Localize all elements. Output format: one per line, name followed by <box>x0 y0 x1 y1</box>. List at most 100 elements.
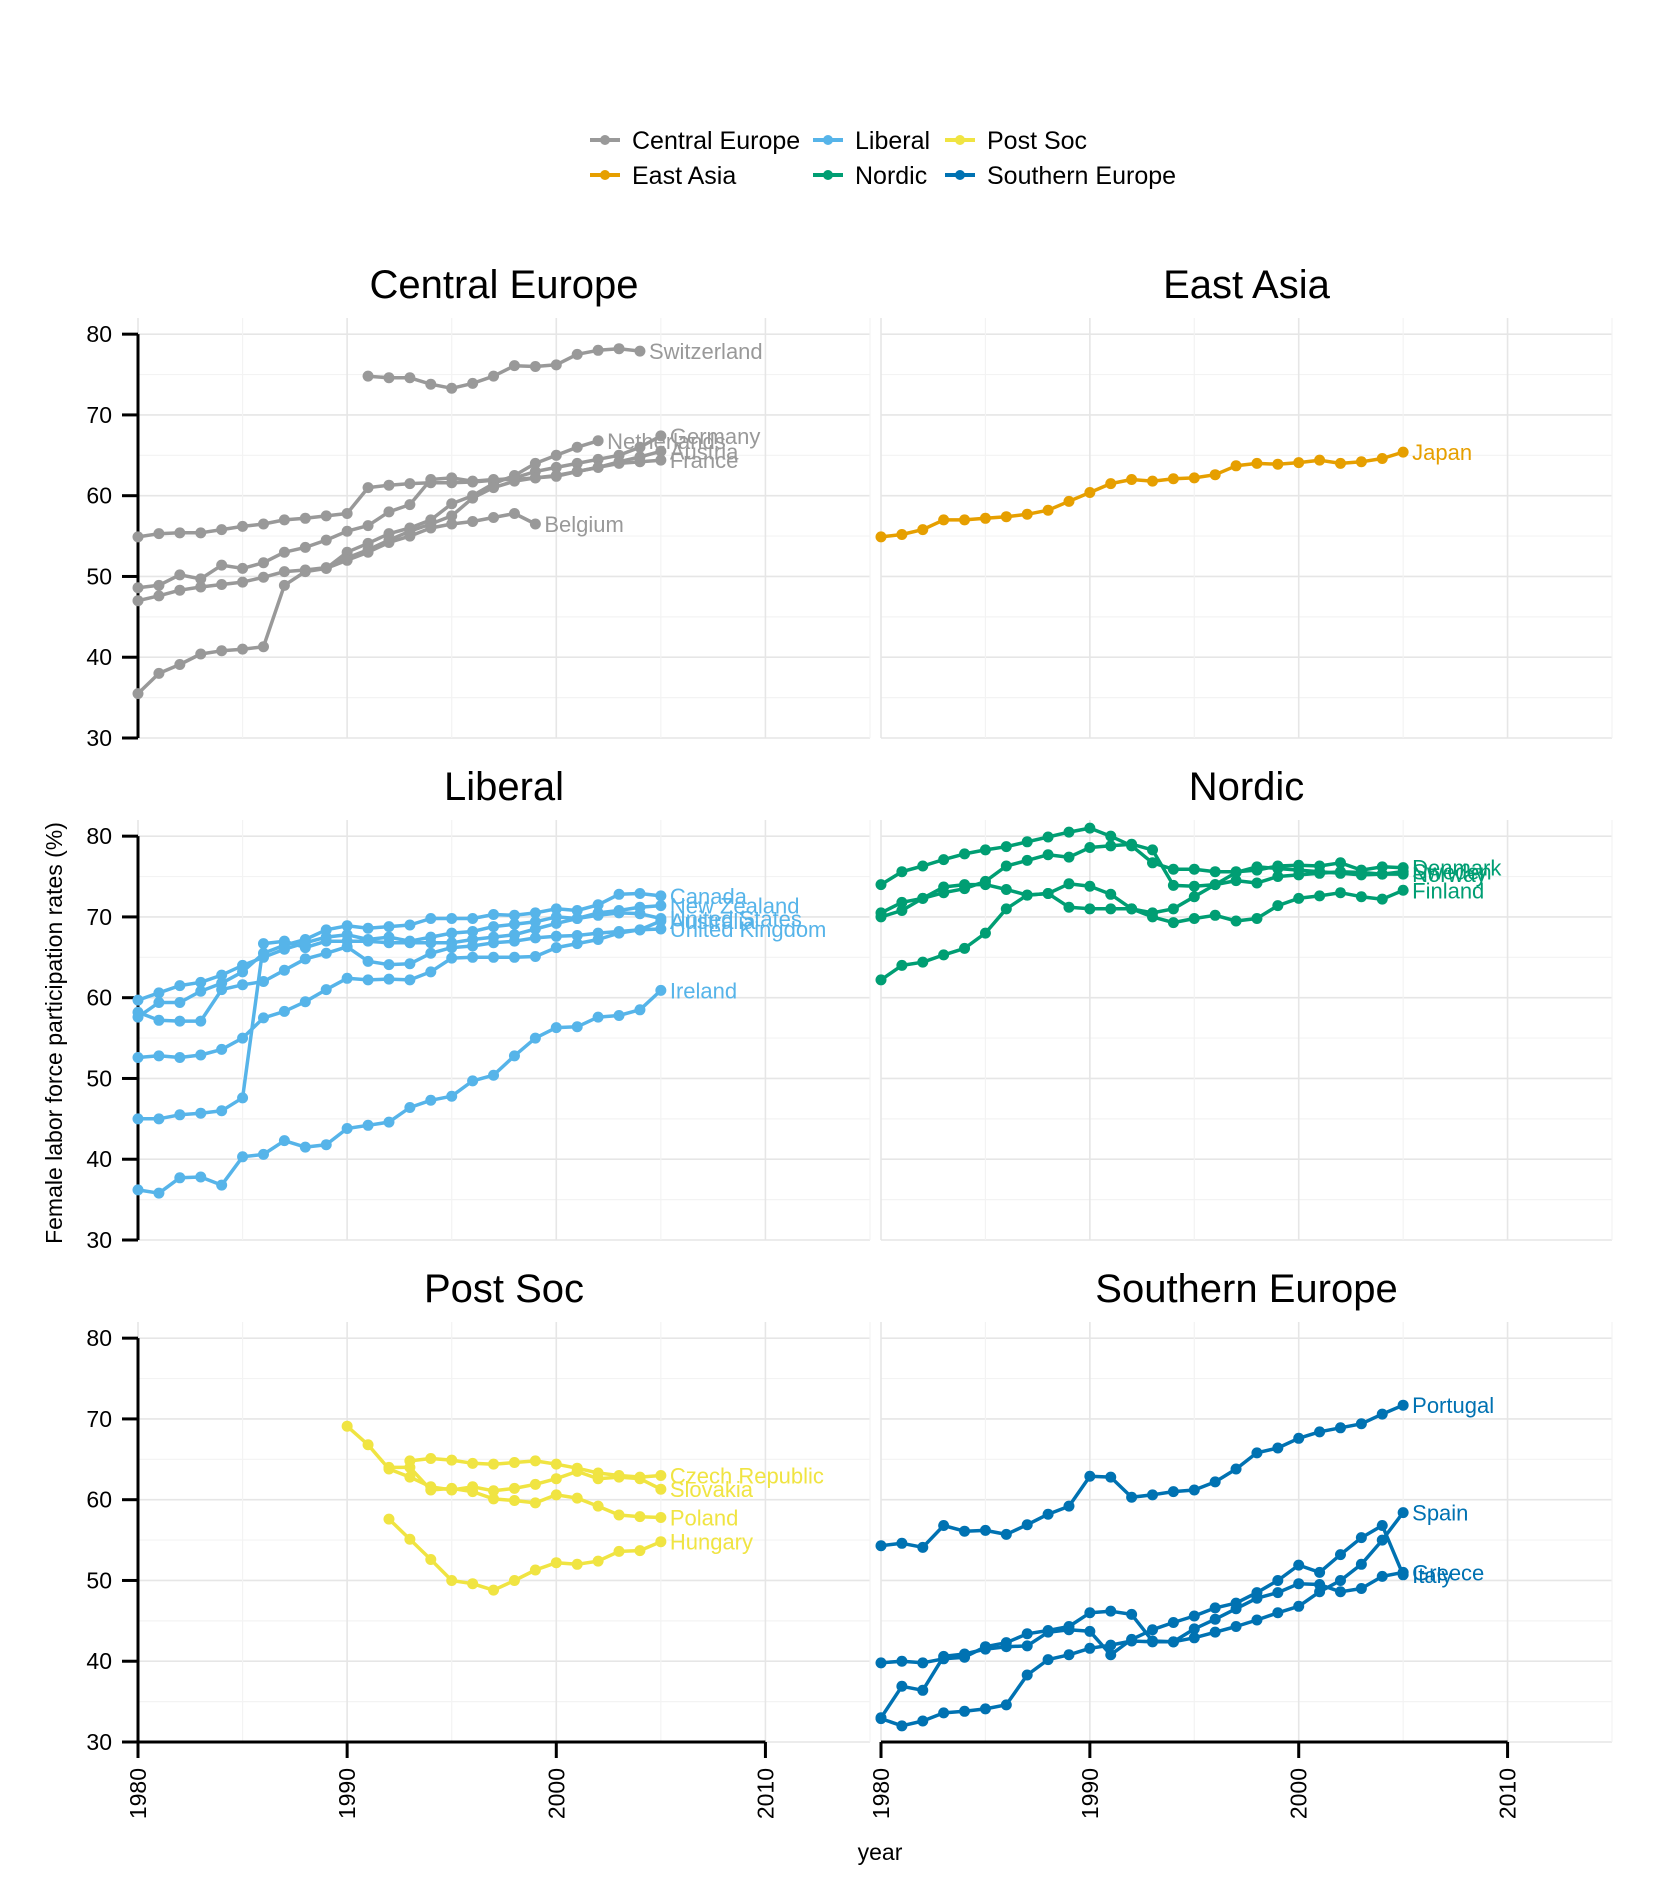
data-point <box>917 1657 929 1669</box>
data-point <box>979 1643 991 1655</box>
data-point <box>529 1478 541 1490</box>
y-tick-label: 60 <box>86 483 112 509</box>
legend-item-liberal: Liberal <box>813 127 930 155</box>
data-point <box>1105 830 1117 842</box>
legend-label: Liberal <box>855 127 930 155</box>
data-point <box>257 641 269 653</box>
series-germany: Germany <box>132 424 760 543</box>
y-axis: 30 40 50 60 70 80 <box>86 823 140 1253</box>
series-finland: Finland <box>875 878 1484 929</box>
series-end-label: Canada <box>670 884 748 909</box>
data-point <box>592 927 604 939</box>
data-point <box>634 456 646 468</box>
data-point <box>257 938 269 950</box>
data-point <box>1147 844 1159 856</box>
data-point <box>174 997 186 1009</box>
data-point <box>1251 1447 1263 1459</box>
data-point <box>592 344 604 356</box>
data-point <box>917 1541 929 1553</box>
panel-east-asia: East Asia Japan <box>875 263 1613 739</box>
data-point <box>1000 511 1012 523</box>
data-point <box>237 576 249 588</box>
data-point <box>320 931 332 943</box>
data-point <box>1376 1520 1388 1532</box>
data-point <box>1188 472 1200 484</box>
data-point <box>320 562 332 574</box>
data-point <box>550 461 562 473</box>
series-poland: Poland <box>383 1461 738 1530</box>
data-point <box>1084 1625 1096 1637</box>
series-end-label: Denmark <box>1412 856 1502 881</box>
y-tick-label: 80 <box>86 321 112 347</box>
series-line <box>880 1403 1404 1550</box>
data-point <box>299 937 311 949</box>
data-point <box>488 1069 500 1081</box>
data-point <box>132 688 144 700</box>
x-tick-label: 2010 <box>752 1768 778 1819</box>
data-point <box>938 1707 950 1719</box>
series-canada: Canada <box>132 884 748 1023</box>
data-point <box>550 1489 562 1501</box>
data-point <box>938 949 950 961</box>
data-point <box>1397 1507 1409 1519</box>
data-point <box>1167 863 1179 875</box>
data-point <box>257 1012 269 1024</box>
data-point <box>153 987 165 999</box>
data-point <box>383 372 395 384</box>
panel-grid <box>137 820 871 1241</box>
data-point <box>320 1139 332 1151</box>
data-point <box>446 952 458 964</box>
y-tick-label: 30 <box>86 725 112 751</box>
data-point <box>1063 826 1075 838</box>
series-end-label: New Zealand <box>670 894 800 919</box>
data-point <box>1376 453 1388 465</box>
y-tick-label: 40 <box>86 1648 112 1674</box>
legend: Central Europe East Asia Liberal Nordic Post… <box>590 127 1176 190</box>
data-point <box>174 527 186 539</box>
data-point <box>1376 1534 1388 1546</box>
data-point <box>959 879 971 891</box>
data-point <box>341 525 353 537</box>
data-point <box>1334 1574 1346 1586</box>
data-point <box>257 1148 269 1160</box>
data-point <box>1167 903 1179 915</box>
data-point <box>1314 890 1326 902</box>
data-point <box>529 1564 541 1576</box>
legend-item-east-asia: East Asia <box>590 162 736 190</box>
data-point <box>896 959 908 971</box>
data-point <box>467 516 479 528</box>
data-point <box>383 479 395 491</box>
data-point <box>299 512 311 524</box>
series-end-label: Greece <box>1412 1560 1484 1585</box>
data-point <box>195 573 207 585</box>
y-tick-label: 40 <box>86 1146 112 1172</box>
data-point <box>195 985 207 997</box>
data-point <box>1188 1632 1200 1644</box>
data-point <box>446 382 458 394</box>
data-point <box>1272 1607 1284 1619</box>
data-point <box>1147 1489 1159 1501</box>
data-point <box>634 888 646 899</box>
data-point <box>1293 1559 1305 1571</box>
data-point <box>1167 917 1179 929</box>
data-point <box>634 1511 646 1523</box>
data-point <box>1293 892 1305 904</box>
panel-southern-europe: Southern Europe 1980 1990 2000 2010 Portugal S… <box>868 1267 1613 1819</box>
data-point <box>896 866 908 878</box>
series-end-label: Spain <box>1412 1501 1468 1526</box>
data-point <box>1021 889 1033 901</box>
series-line <box>345 1424 662 1493</box>
data-point <box>508 909 520 921</box>
data-point <box>1105 478 1117 490</box>
data-point <box>467 1578 479 1590</box>
data-point <box>938 1520 950 1532</box>
data-point <box>896 1680 908 1692</box>
data-point <box>1355 1583 1367 1595</box>
data-point <box>153 1113 165 1125</box>
data-point <box>446 913 458 925</box>
data-point <box>216 984 228 996</box>
data-point <box>132 1184 144 1196</box>
panel-title: Nordic <box>1189 765 1305 809</box>
data-point <box>917 524 929 536</box>
